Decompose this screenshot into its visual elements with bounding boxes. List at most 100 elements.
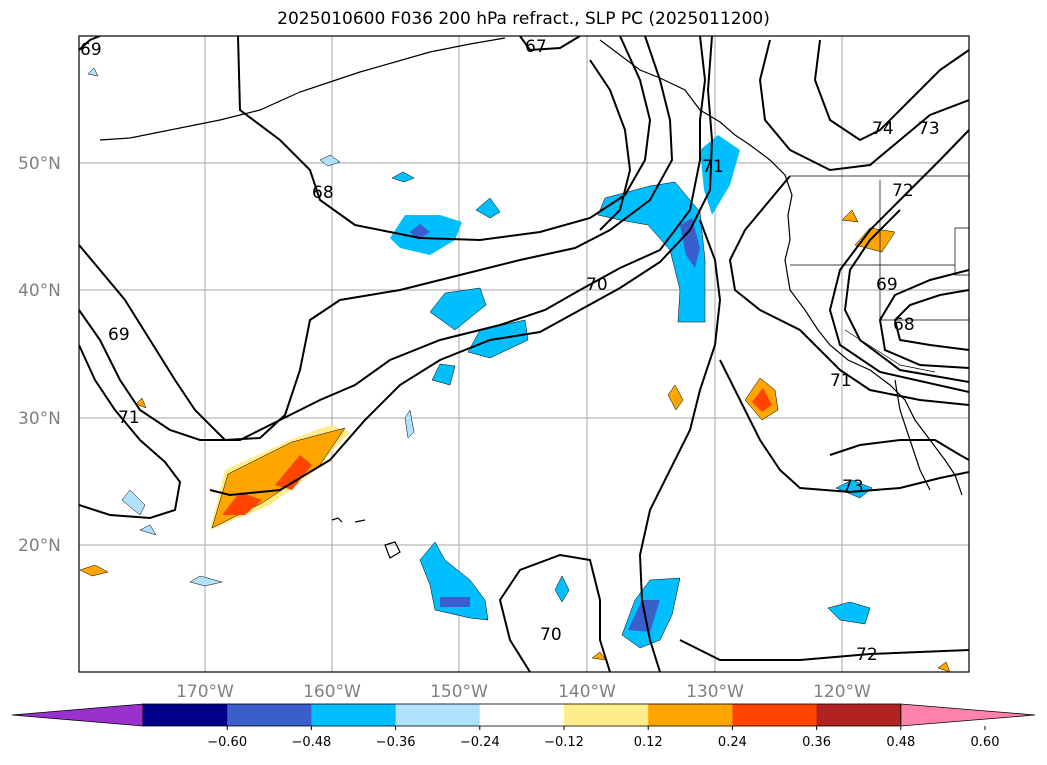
colorbar-segment [648,704,733,726]
lon-label-140w: 140°W [558,682,616,702]
negative-anomaly-region [597,181,706,323]
positive-anomaly-blob [135,397,147,409]
lat-label-40n: 40°N [18,281,61,301]
weak-negative-anomaly [189,575,223,587]
negative-anomaly-blob [475,197,501,219]
colorbar-tick-label: 0.36 [802,735,831,750]
contour-low-ring-4 [828,129,969,393]
positive-anomaly-band-peak1 [222,492,262,515]
shaded-anomaly-regions [79,67,951,672]
contour-67 [519,36,581,52]
colorbar-segment [143,704,228,726]
colorbar-tick-label: 0.60 [971,735,1000,750]
contour-label: 73 [918,119,940,139]
negative-anomaly-blob [391,171,415,183]
positive-anomaly-blob [79,564,109,577]
negative-anomaly-region [419,541,489,621]
colorbar: −0.60 −0.48 −0.36 −0.24 −0.12 0.12 0.24 0.36 0.4… [11,703,1036,750]
contour-low-ring-2 [878,269,969,369]
positive-anomaly-peak [752,388,772,412]
negative-anomaly-core [680,218,700,268]
contour-lines [79,36,969,672]
weak-negative-anomaly [319,154,341,167]
weak-negative-anomaly [404,409,415,439]
colorbar-segment [816,704,902,726]
colorbar-segment [227,704,312,726]
contour-70 [79,36,707,441]
weak-negative-anomaly [121,489,146,516]
contour-71 [79,344,182,520]
colorbar-tick-label: −0.36 [376,735,416,750]
negative-anomaly-core [628,600,660,632]
contour-label: 71 [118,408,140,428]
positive-anomaly-band-peak2 [275,455,312,490]
colorbar-tick-label: −0.24 [460,735,500,750]
contour-72-bottom [498,553,611,672]
colorbar-tick-label: 0.12 [634,735,663,750]
longitude-labels: 170°W 160°W 150°W 140°W 130°W 120°W [176,682,871,702]
weak-negative-anomaly [87,67,99,77]
contour-low-ring-1 [893,289,969,351]
colorbar-extend-high [900,703,1036,727]
contour-68 [237,36,652,242]
contour-label: 74 [872,119,894,139]
lat-label-30n: 30°N [18,409,61,429]
contour-north [589,59,632,231]
colorbar-tick-label: −0.12 [544,735,584,750]
contour-label: 68 [312,183,334,203]
plot-frame [78,35,970,673]
lat-label-50n: 50°N [18,154,61,174]
contour-74 [813,39,969,142]
colorbar-tick-label: −0.48 [291,735,331,750]
contour-labels: 69 67 74 73 68 71 72 70 69 69 68 71 71 7… [80,37,940,665]
contour-label: 70 [586,275,608,295]
contour-low-ring-3 [843,209,969,383]
contour-72-east [679,639,969,661]
lat-label-20n: 20°N [18,536,61,556]
colorbar-tick-label: 0.48 [886,735,915,750]
colorbar-outline [142,703,902,727]
colorbar-extend-low [11,703,144,727]
contour-label: 67 [525,37,547,57]
contour-label: 72 [892,181,914,201]
negative-anomaly-blob [827,601,871,625]
negative-anomaly-blob [429,287,487,331]
positive-anomaly-blob [841,209,859,223]
map-title: 2025010600 F036 200 hPa refract., SLP PC… [277,9,770,29]
plot-area [79,36,969,672]
contour-73-south [829,439,969,461]
contour-71-central [209,36,714,497]
colorbar-tick-label: −0.60 [207,735,247,750]
negative-anomaly-blob [390,215,462,255]
positive-anomaly-blob [667,384,684,411]
contour-label: 73 [842,477,864,497]
negative-anomaly-core [440,597,470,607]
contour-72 [638,219,722,672]
weak-negative-anomaly [139,524,157,536]
contour-label: 71 [702,157,724,177]
contour-label: 72 [856,645,878,665]
contour-label: 70 [540,625,562,645]
colorbar-segment [732,704,818,726]
colorbar-segment [479,704,565,726]
lon-label-120w: 120°W [813,682,871,702]
contour-69-corner [79,36,101,51]
contour-72-south [719,359,969,494]
positive-anomaly-blob [937,661,951,672]
colorbar-segment [564,704,649,726]
positive-anomaly-blob [591,651,607,661]
colorbar-tick-label: 0.24 [718,735,747,750]
negative-anomaly-blob [431,363,456,386]
contour-69-west [79,36,674,442]
latitude-labels: 50°N 40°N 30°N 20°N [18,154,61,556]
lon-label-160w: 160°W [303,682,361,702]
contour-label: 69 [80,40,102,60]
lon-label-130w: 130°W [686,682,744,702]
contour-label: 69 [108,325,130,345]
colorbar-segment [395,704,481,726]
contour-label: 69 [876,275,898,295]
contour-label: 68 [893,315,915,335]
negative-anomaly-region [700,135,740,215]
lon-label-170w: 170°W [176,682,234,702]
